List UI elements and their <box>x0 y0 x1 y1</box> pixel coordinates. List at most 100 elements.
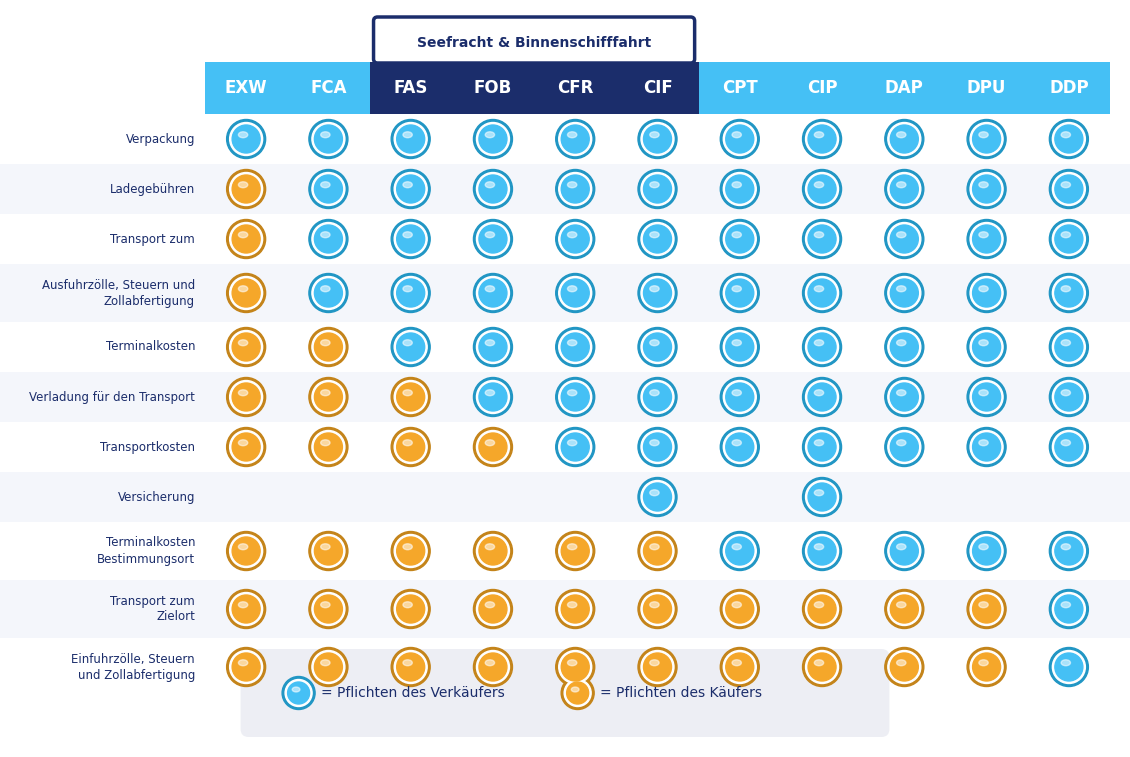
Circle shape <box>556 590 594 628</box>
Circle shape <box>720 273 759 313</box>
Circle shape <box>227 328 266 366</box>
Ellipse shape <box>1061 390 1070 396</box>
Ellipse shape <box>732 440 741 446</box>
Circle shape <box>890 653 919 681</box>
Circle shape <box>397 383 425 411</box>
Circle shape <box>391 220 431 258</box>
Ellipse shape <box>321 440 330 446</box>
Circle shape <box>970 123 1003 155</box>
Circle shape <box>806 431 838 463</box>
Ellipse shape <box>815 390 824 396</box>
Circle shape <box>232 279 260 307</box>
FancyBboxPatch shape <box>0 372 1130 422</box>
Circle shape <box>885 120 924 158</box>
Circle shape <box>558 650 592 684</box>
Text: Seefracht & Binnenschifffahrt: Seefracht & Binnenschifffahrt <box>417 36 651 50</box>
Circle shape <box>473 428 512 466</box>
Circle shape <box>641 223 673 256</box>
Circle shape <box>638 647 677 687</box>
Circle shape <box>558 381 592 413</box>
Ellipse shape <box>403 390 412 396</box>
Ellipse shape <box>650 390 659 396</box>
Ellipse shape <box>238 544 247 550</box>
Circle shape <box>479 225 507 253</box>
Circle shape <box>229 276 262 310</box>
Circle shape <box>641 123 673 155</box>
Text: FCA: FCA <box>310 79 347 97</box>
Ellipse shape <box>732 602 741 608</box>
Circle shape <box>394 431 427 463</box>
Circle shape <box>806 593 838 625</box>
Circle shape <box>643 225 671 253</box>
Circle shape <box>473 378 512 416</box>
Circle shape <box>556 531 594 571</box>
Ellipse shape <box>238 340 247 346</box>
Text: Verladung für den Transport: Verladung für den Transport <box>29 391 195 403</box>
FancyBboxPatch shape <box>0 264 1130 322</box>
Circle shape <box>890 125 919 153</box>
Circle shape <box>397 279 425 307</box>
Ellipse shape <box>650 660 659 665</box>
Ellipse shape <box>1061 340 1070 346</box>
Ellipse shape <box>238 660 247 665</box>
Circle shape <box>558 431 592 463</box>
Circle shape <box>1052 123 1085 155</box>
Circle shape <box>556 378 594 416</box>
Circle shape <box>970 331 1003 363</box>
Circle shape <box>227 590 266 628</box>
Circle shape <box>1055 225 1083 253</box>
Ellipse shape <box>485 182 495 188</box>
Circle shape <box>641 431 673 463</box>
Ellipse shape <box>403 544 412 550</box>
Circle shape <box>890 333 919 361</box>
Circle shape <box>229 173 262 205</box>
Circle shape <box>802 428 842 466</box>
Circle shape <box>229 650 262 684</box>
Circle shape <box>473 647 512 687</box>
Circle shape <box>556 328 594 366</box>
Circle shape <box>1050 220 1088 258</box>
Circle shape <box>888 593 921 625</box>
Circle shape <box>479 537 507 565</box>
FancyBboxPatch shape <box>0 422 1130 472</box>
Circle shape <box>473 531 512 571</box>
Ellipse shape <box>321 340 330 346</box>
Circle shape <box>641 173 673 205</box>
Ellipse shape <box>485 132 495 138</box>
Circle shape <box>720 220 759 258</box>
Ellipse shape <box>979 660 989 665</box>
Circle shape <box>802 590 842 628</box>
Circle shape <box>888 123 921 155</box>
Circle shape <box>479 125 507 153</box>
Circle shape <box>973 433 1000 461</box>
Circle shape <box>558 276 592 310</box>
Circle shape <box>556 647 594 687</box>
Circle shape <box>806 481 838 513</box>
Circle shape <box>808 333 836 361</box>
Ellipse shape <box>650 132 659 138</box>
Circle shape <box>391 120 431 158</box>
Circle shape <box>641 381 673 413</box>
Circle shape <box>308 428 348 466</box>
Circle shape <box>232 175 260 203</box>
Circle shape <box>312 331 345 363</box>
Circle shape <box>1050 531 1088 571</box>
Circle shape <box>556 273 594 313</box>
Circle shape <box>638 378 677 416</box>
Ellipse shape <box>815 440 824 446</box>
Text: Terminalkosten
Bestimmungsort: Terminalkosten Bestimmungsort <box>97 537 195 565</box>
Circle shape <box>232 225 260 253</box>
Circle shape <box>723 276 756 310</box>
Ellipse shape <box>403 286 412 291</box>
Circle shape <box>562 677 594 709</box>
Ellipse shape <box>485 602 495 608</box>
Text: Ausfuhrzölle, Steuern und
Zollabfertigung: Ausfuhrzölle, Steuern und Zollabfertigun… <box>42 279 195 307</box>
FancyBboxPatch shape <box>374 17 695 63</box>
Circle shape <box>312 173 345 205</box>
Circle shape <box>641 331 673 363</box>
Circle shape <box>643 483 671 511</box>
Circle shape <box>808 595 836 623</box>
Circle shape <box>638 328 677 366</box>
Circle shape <box>397 595 425 623</box>
Text: Ladegebühren: Ladegebühren <box>110 182 195 195</box>
